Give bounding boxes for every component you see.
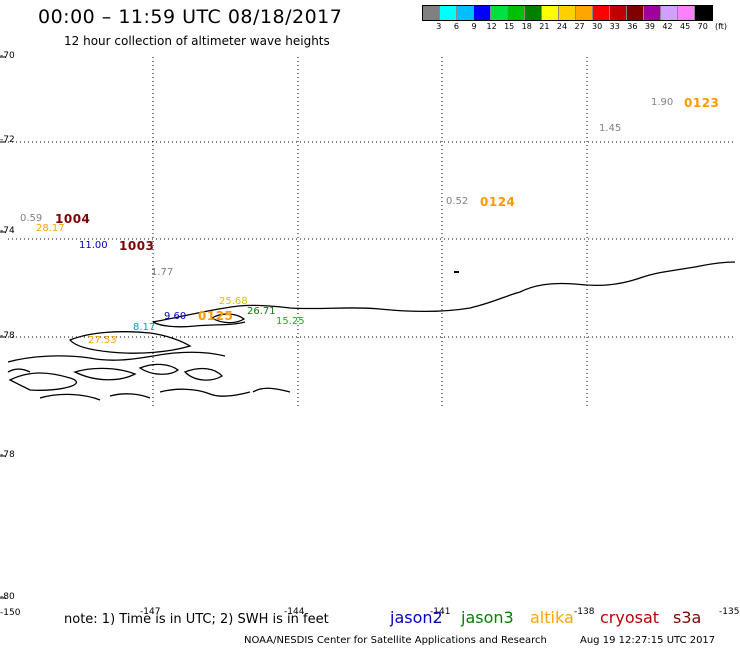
lon-label: -147 (140, 607, 161, 617)
cycle-label: 1004 (55, 212, 91, 226)
wave-height-label: 1.90 (651, 97, 674, 108)
color-scale-tick-label: 42 (662, 22, 673, 31)
cycle-label: 0124 (480, 195, 516, 209)
color-scale-tick-label: 39 (644, 22, 656, 31)
color-swatch (474, 6, 491, 20)
color-scale-tick-label: 9 (471, 22, 477, 31)
wave-height-label: 27.53 (88, 335, 117, 346)
lat-label: -78 (0, 450, 15, 460)
color-scale-tick-label: 27 (574, 22, 585, 31)
lon-label: -141 (430, 607, 451, 617)
color-scale-tick-label: 12 (486, 22, 497, 31)
color-swatch (542, 6, 559, 20)
color-swatch (644, 6, 661, 20)
satellite-s3a: s3a (673, 608, 702, 627)
map-title: 00:00 – 11:59 UTC 08/18/2017 (38, 6, 343, 28)
cycle-label: 0123 (684, 96, 720, 110)
color-scale-tick-label: 70 (697, 22, 708, 31)
color-scale-tick-label: 30 (592, 22, 603, 31)
color-swatch (491, 6, 508, 20)
color-swatch (661, 6, 678, 20)
color-scale-tick-label: 6 (453, 22, 459, 31)
lat-label: -74 (0, 226, 15, 236)
color-scale-tick-label: 24 (556, 22, 568, 31)
color-scale-tick-label: 36 (627, 22, 638, 31)
color-swatch (508, 6, 525, 20)
color-scale-tick-label: 15 (504, 22, 515, 31)
map-subtitle: 12 hour collection of altimeter wave hei… (64, 34, 330, 48)
color-swatch (627, 6, 644, 20)
wave-height-label: 26.71 (247, 306, 276, 317)
wave-height-label: 8.17 (133, 322, 156, 333)
lat-label: -70 (0, 51, 15, 61)
color-scale-unit: (ft) (715, 22, 728, 31)
color-swatch (695, 6, 712, 20)
footer-note: note: 1) Time is in UTC; 2) SWH is in fe… (64, 612, 329, 627)
color-scale-labels: 3 6 9 12 15 18 21 24 27 30 33 36 39 42 45 70 (422, 22, 712, 31)
lon-label: -138 (574, 607, 595, 617)
wave-height-label: 0.59 (20, 213, 43, 224)
color-scale-tick-label: 3 (436, 22, 442, 31)
color-scale-tick-label: 33 (609, 22, 620, 31)
axis-ticks (0, 56, 6, 599)
satellite-cryosat: cryosat (600, 608, 660, 627)
wave-height-label: 28.17 (36, 223, 65, 234)
generated-timestamp: Aug 19 12:27:15 UTC 2017 (580, 635, 716, 646)
lat-label: -78 (0, 331, 15, 341)
island (454, 271, 459, 273)
wave-height-label: 9.60 (164, 311, 187, 322)
lon-label: -144 (284, 607, 305, 617)
color-swatch (559, 6, 576, 20)
lon-label: -135 (719, 607, 740, 617)
wave-height-label: 1.77 (151, 267, 174, 278)
wave-height-label: 1.45 (599, 123, 622, 134)
color-scale-legend (422, 5, 713, 21)
coastline (7, 261, 736, 401)
lat-label: -72 (0, 135, 15, 145)
satellite-altika: altika (530, 608, 574, 627)
wave-height-label: 0.52 (446, 196, 469, 207)
satellite-jason3: jason3 (461, 608, 514, 627)
color-swatch (525, 6, 542, 20)
lon-label: -150 (0, 608, 21, 618)
color-scale-tick-label: 21 (539, 22, 550, 31)
color-scale-tick-label: 18 (521, 22, 532, 31)
credit-line: NOAA/NESDIS Center for Satellite Applica… (244, 635, 547, 646)
color-swatch (610, 6, 627, 20)
color-swatch (440, 6, 457, 20)
color-swatch (423, 6, 440, 20)
satellite-jason2: jason2 (390, 608, 443, 627)
color-swatch (678, 6, 695, 20)
color-swatch (576, 6, 593, 20)
color-scale-tick-label: 45 (680, 22, 691, 31)
cycle-label: 1003 (119, 239, 155, 253)
lat-label: -80 (0, 592, 15, 602)
wave-height-label: 25.68 (219, 296, 248, 307)
wave-height-label: 15.25 (276, 316, 305, 327)
color-swatch (457, 6, 474, 20)
cycle-label: 0125 (198, 309, 234, 323)
color-swatch (593, 6, 610, 20)
graticule (8, 57, 735, 408)
wave-height-label: 11.00 (79, 240, 108, 251)
